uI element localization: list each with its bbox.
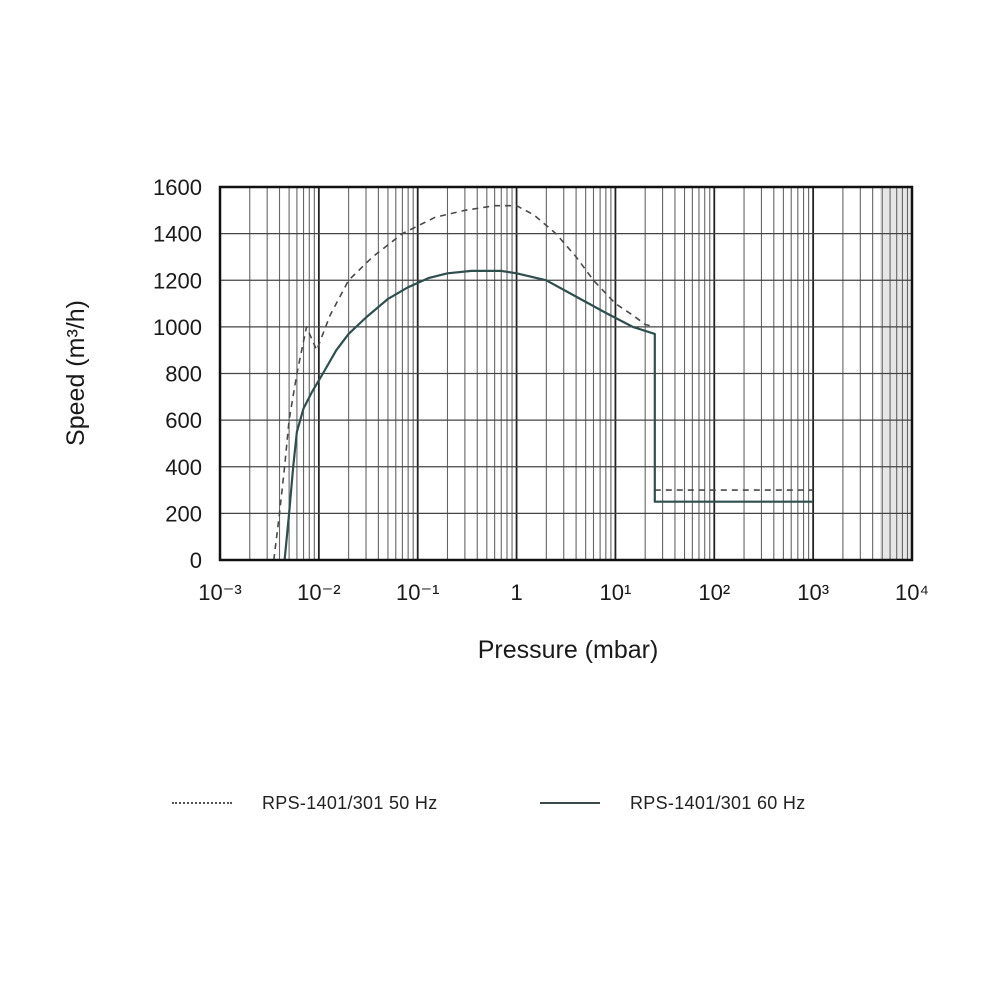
solid-line-swatch-icon xyxy=(540,802,600,804)
data-series xyxy=(273,204,814,561)
series-2 xyxy=(283,269,814,561)
y-tick-label: 1600 xyxy=(153,175,202,200)
x-axis-ticks: 10⁻³ 10⁻² 10⁻¹ 1 10¹ 10² 10³ 10⁴ xyxy=(198,580,929,605)
series-0 xyxy=(273,204,655,561)
y-tick-label: 400 xyxy=(165,455,202,480)
x-tick-label: 10⁻³ xyxy=(198,580,241,605)
y-axis-title: Speed (m³/h) xyxy=(62,300,90,446)
x-tick-label: 10⁻² xyxy=(297,580,340,605)
y-tick-label: 600 xyxy=(165,408,202,433)
y-tick-label: 0 xyxy=(190,548,202,573)
x-tick-label: 10¹ xyxy=(600,580,632,605)
plot-frame xyxy=(218,185,914,562)
y-tick-label: 200 xyxy=(165,501,202,526)
y-tick-label: 1400 xyxy=(153,222,202,247)
dotted-line-swatch-icon xyxy=(172,802,232,804)
x-tick-label: 1 xyxy=(510,580,522,605)
legend-label-60hz: RPS-1401/301 60 Hz xyxy=(630,792,806,813)
legend: RPS-1401/301 50 Hz RPS-1401/301 60 Hz xyxy=(0,788,1000,818)
x-tick-label: 10² xyxy=(698,580,730,605)
y-axis-ticks: 0 200 400 600 800 1000 1200 1400 1600 xyxy=(153,175,202,573)
legend-item-60hz: RPS-1401/301 60 Hz xyxy=(540,788,806,818)
y-tick-label: 1000 xyxy=(153,315,202,340)
x-tick-label: 10⁻¹ xyxy=(396,580,439,605)
y-tick-label: 1200 xyxy=(153,268,202,293)
legend-item-50hz: RPS-1401/301 50 Hz xyxy=(172,788,438,818)
grid xyxy=(220,187,912,560)
legend-label-50hz: RPS-1401/301 50 Hz xyxy=(262,792,438,813)
x-tick-label: 10⁴ xyxy=(895,580,929,605)
y-tick-label: 800 xyxy=(165,362,202,387)
x-axis-title: Pressure (mbar) xyxy=(478,636,659,664)
x-tick-label: 10³ xyxy=(797,580,829,605)
